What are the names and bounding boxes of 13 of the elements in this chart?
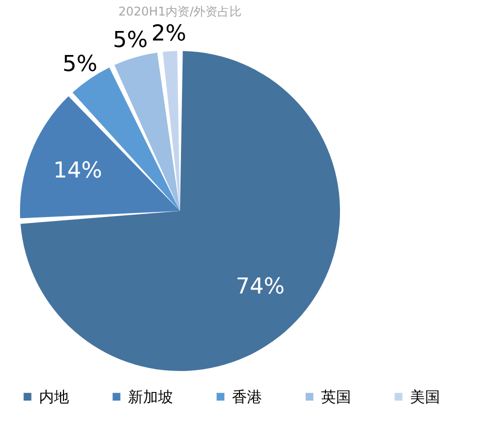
- legend-label: 香港: [232, 388, 262, 406]
- data-label: 74%: [236, 274, 285, 300]
- chart-title: 2020H1内资/外资占比: [118, 4, 242, 18]
- data-label: 5%: [62, 52, 98, 77]
- pie-slice: [162, 51, 180, 211]
- legend-label: 内地: [39, 388, 69, 406]
- data-label: 2%: [151, 21, 186, 46]
- data-label: 14%: [53, 158, 102, 184]
- pie-slice: [114, 52, 180, 211]
- legend-label: 新加坡: [128, 388, 173, 406]
- legend-label: 英国: [321, 388, 351, 406]
- data-label: 5%: [112, 28, 148, 54]
- legend-label: 美国: [410, 388, 440, 406]
